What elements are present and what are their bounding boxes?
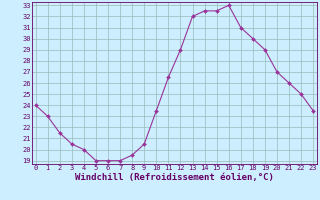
X-axis label: Windchill (Refroidissement éolien,°C): Windchill (Refroidissement éolien,°C) xyxy=(75,173,274,182)
